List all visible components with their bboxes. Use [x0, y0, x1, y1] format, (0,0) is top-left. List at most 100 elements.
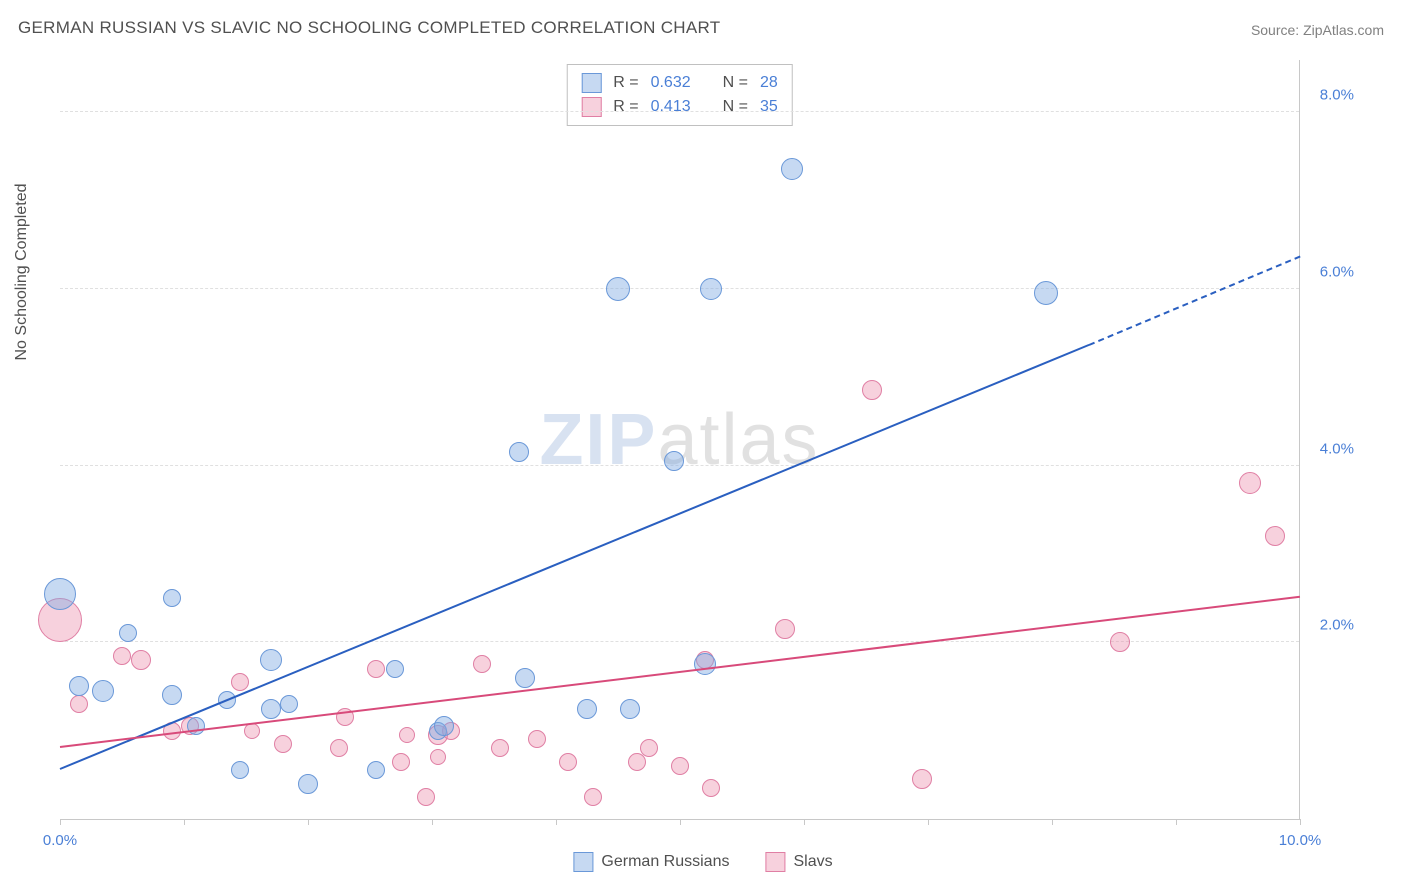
scatter-point-slavs [399, 727, 415, 743]
scatter-point-slavs [70, 695, 88, 713]
scatter-point-german_russians [298, 774, 318, 794]
x-tick [680, 819, 681, 825]
chart-title: GERMAN RUSSIAN VS SLAVIC NO SCHOOLING CO… [18, 18, 720, 38]
stats-r-value: 0.413 [651, 98, 691, 116]
scatter-point-slavs [671, 757, 689, 775]
x-tick [928, 819, 929, 825]
scatter-point-slavs [862, 380, 882, 400]
scatter-point-german_russians [515, 668, 535, 688]
scatter-point-slavs [231, 673, 249, 691]
legend-label: Slavs [793, 853, 832, 871]
y-tick-label: 4.0% [1320, 440, 1354, 457]
scatter-point-german_russians [260, 649, 282, 671]
scatter-point-german_russians [163, 589, 181, 607]
scatter-point-slavs [584, 788, 602, 806]
y-tick-label: 8.0% [1320, 87, 1354, 104]
scatter-point-slavs [702, 779, 720, 797]
scatter-point-german_russians [434, 716, 454, 736]
legend-swatch [573, 852, 593, 872]
scatter-point-german_russians [261, 699, 281, 719]
scatter-point-german_russians [280, 695, 298, 713]
scatter-point-german_russians [162, 685, 182, 705]
y-tick-label: 6.0% [1320, 263, 1354, 280]
scatter-point-slavs [430, 749, 446, 765]
stats-n-value: 35 [760, 98, 778, 116]
y-tick-label: 2.0% [1320, 617, 1354, 634]
x-tick [1176, 819, 1177, 825]
scatter-point-slavs [113, 647, 131, 665]
source-value: ZipAtlas.com [1303, 22, 1384, 38]
scatter-point-slavs [392, 753, 410, 771]
legend-label: German Russians [601, 853, 729, 871]
scatter-point-slavs [330, 739, 348, 757]
legend-swatch [765, 852, 785, 872]
stats-r-value: 0.632 [651, 74, 691, 92]
scatter-point-german_russians [606, 277, 630, 301]
scatter-point-slavs [491, 739, 509, 757]
scatter-point-german_russians [509, 442, 529, 462]
scatter-point-slavs [131, 650, 151, 670]
x-tick [556, 819, 557, 825]
x-tick [432, 819, 433, 825]
watermark-part2: atlas [657, 400, 819, 480]
x-tick [184, 819, 185, 825]
x-tick [804, 819, 805, 825]
bottom-legend: German Russians Slavs [573, 852, 832, 872]
stats-row-slavs: R = 0.413 N = 35 [581, 95, 778, 119]
correlation-stats-box: R = 0.632 N = 28 R = 0.413 N = 35 [566, 64, 793, 126]
regression-line-slavs [60, 596, 1300, 748]
stats-n-value: 28 [760, 74, 778, 92]
stats-swatch [581, 97, 601, 117]
scatter-point-german_russians [664, 451, 684, 471]
regression-line-german_russians [60, 344, 1090, 770]
stats-r-label: R = [613, 98, 638, 116]
scatter-point-german_russians [231, 761, 249, 779]
regression-line-dashed-german_russians [1089, 256, 1301, 346]
scatter-point-slavs [528, 730, 546, 748]
scatter-point-slavs [274, 735, 292, 753]
source-label: Source: [1251, 22, 1299, 38]
scatter-point-german_russians [69, 676, 89, 696]
watermark-part1: ZIP [539, 400, 657, 480]
scatter-point-german_russians [92, 680, 114, 702]
stats-row-german_russians: R = 0.632 N = 28 [581, 71, 778, 95]
x-tick [1052, 819, 1053, 825]
scatter-point-slavs [367, 660, 385, 678]
scatter-point-german_russians [386, 660, 404, 678]
legend-item: Slavs [765, 852, 832, 872]
gridline [60, 288, 1299, 289]
scatter-point-german_russians [1034, 281, 1058, 305]
scatter-point-slavs [1239, 472, 1261, 494]
scatter-point-slavs [640, 739, 658, 757]
stats-n-label: N = [723, 98, 748, 116]
scatter-point-slavs [473, 655, 491, 673]
x-tick-label: 10.0% [1279, 832, 1322, 849]
scatter-point-slavs [559, 753, 577, 771]
scatter-point-slavs [1265, 526, 1285, 546]
scatter-point-german_russians [620, 699, 640, 719]
x-tick [1300, 819, 1301, 825]
legend-item: German Russians [573, 852, 729, 872]
scatter-point-slavs [912, 769, 932, 789]
scatter-point-slavs [775, 619, 795, 639]
scatter-point-german_russians [700, 278, 722, 300]
x-tick [308, 819, 309, 825]
scatter-point-german_russians [44, 578, 76, 610]
scatter-point-german_russians [119, 624, 137, 642]
scatter-point-german_russians [577, 699, 597, 719]
scatter-point-german_russians [187, 717, 205, 735]
scatter-point-german_russians [781, 158, 803, 180]
stats-n-label: N = [723, 74, 748, 92]
scatter-point-german_russians [694, 653, 716, 675]
scatter-point-slavs [1110, 632, 1130, 652]
scatter-point-german_russians [367, 761, 385, 779]
scatter-point-slavs [417, 788, 435, 806]
x-tick [60, 819, 61, 825]
y-axis-label: No Schooling Completed [13, 184, 31, 361]
source-attribution: Source: ZipAtlas.com [1251, 22, 1384, 38]
scatter-plot-area: ZIPatlas R =0.632N =28R =0.413N =35 2.0%… [60, 60, 1300, 820]
stats-swatch [581, 73, 601, 93]
gridline [60, 111, 1299, 112]
stats-r-label: R = [613, 74, 638, 92]
x-tick-label: 0.0% [43, 832, 77, 849]
